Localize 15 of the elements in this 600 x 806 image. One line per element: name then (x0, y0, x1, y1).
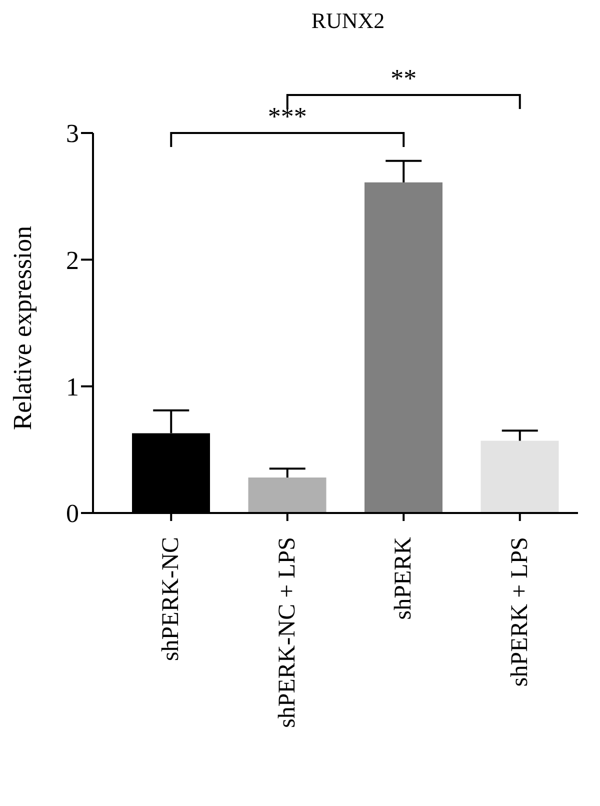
x-tick-label: shPERK + LPS (506, 537, 533, 687)
y-axis-title: Relative expression (8, 224, 38, 432)
x-tick-label: shPERK-NC + LPS (274, 537, 300, 728)
x-tick-label: shPERK-NC (158, 537, 184, 662)
text: ** (390, 64, 417, 93)
text: *** (268, 102, 307, 131)
chart-title: RUNX2 (310, 8, 386, 34)
bar (248, 478, 326, 513)
bar (364, 182, 442, 513)
y-tick-label: 0 (66, 499, 79, 528)
y-tick-label: 2 (66, 246, 79, 275)
y-tick-label: 1 (66, 372, 79, 402)
x-tick-label: shPERK (390, 536, 417, 620)
y-tick-label: 3 (66, 119, 79, 148)
bar (480, 440, 559, 513)
